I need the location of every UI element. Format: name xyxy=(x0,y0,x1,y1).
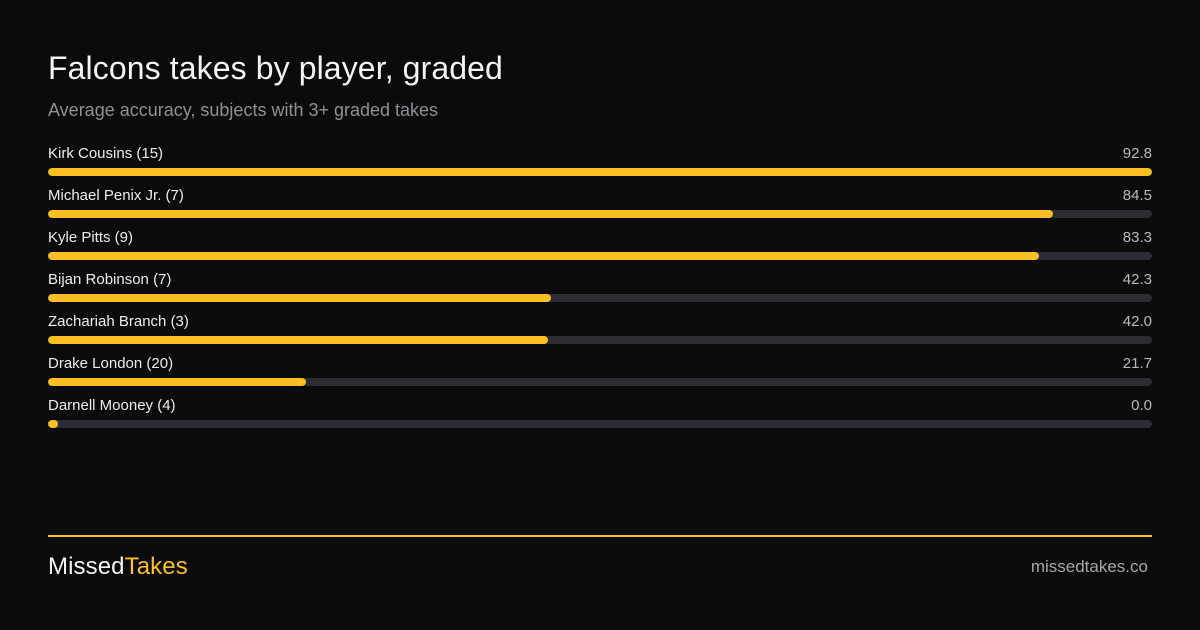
chart-title: Falcons takes by player, graded xyxy=(48,50,503,86)
bar-value-label: 83.3 xyxy=(1122,229,1152,246)
bar-row: Darnell Mooney (4) 0.0 xyxy=(48,396,1152,438)
bar-label: Zachariah Branch (3) xyxy=(48,313,189,330)
bar xyxy=(48,294,552,302)
bar-row: Kyle Pitts (9) 83.3 xyxy=(48,228,1152,270)
bar-track xyxy=(48,168,1152,176)
bar xyxy=(48,378,307,386)
bar-label: Darnell Mooney (4) xyxy=(48,397,176,414)
bar-track xyxy=(48,378,1152,386)
bar-value-label: 42.0 xyxy=(1122,313,1152,330)
bar-track xyxy=(48,252,1152,260)
bar-value-label: 42.3 xyxy=(1122,271,1152,288)
bar-row: Kirk Cousins (15) 92.8 xyxy=(48,144,1152,186)
brand-logo-part2: Takes xyxy=(124,553,188,580)
bar-value-label: 0.0 xyxy=(1131,397,1152,414)
bar-row: Zachariah Branch (3) 42.0 xyxy=(48,312,1152,354)
chart-subtitle: Average accuracy, subjects with 3+ grade… xyxy=(48,100,439,120)
bar xyxy=(48,420,58,428)
bar-label: Kyle Pitts (9) xyxy=(48,229,134,246)
bar-value-label: 21.7 xyxy=(1122,355,1152,372)
footer-divider xyxy=(48,535,1152,537)
bar-row: Bijan Robinson (7) 42.3 xyxy=(48,270,1152,312)
bar-value-label: 84.5 xyxy=(1122,187,1152,204)
bar-label: Bijan Robinson (7) xyxy=(48,271,172,288)
brand-logo-part1: Missed xyxy=(48,553,125,580)
bar-label: Kirk Cousins (15) xyxy=(48,145,164,162)
bar-chart: Kirk Cousins (15) 92.8 Michael Penix Jr. (… xyxy=(48,144,1152,438)
site-url[interactable]: missedtakes.co xyxy=(1030,557,1148,576)
bar-track xyxy=(48,336,1152,344)
bar-track xyxy=(48,210,1152,218)
bar xyxy=(48,252,1039,260)
bar-row: Michael Penix Jr. (7) 84.5 xyxy=(48,186,1152,228)
bar-value-label: 92.8 xyxy=(1122,145,1152,162)
brand-logo[interactable]: MissedTakes xyxy=(48,553,188,581)
bar-track xyxy=(48,294,1152,302)
bar-label: Drake London (20) xyxy=(48,355,174,372)
bar xyxy=(48,336,548,344)
bar xyxy=(48,168,1152,176)
bar-track xyxy=(48,420,1152,428)
bar xyxy=(48,210,1054,218)
bar-label: Michael Penix Jr. (7) xyxy=(48,187,184,204)
bar-row: Drake London (20) 21.7 xyxy=(48,354,1152,396)
